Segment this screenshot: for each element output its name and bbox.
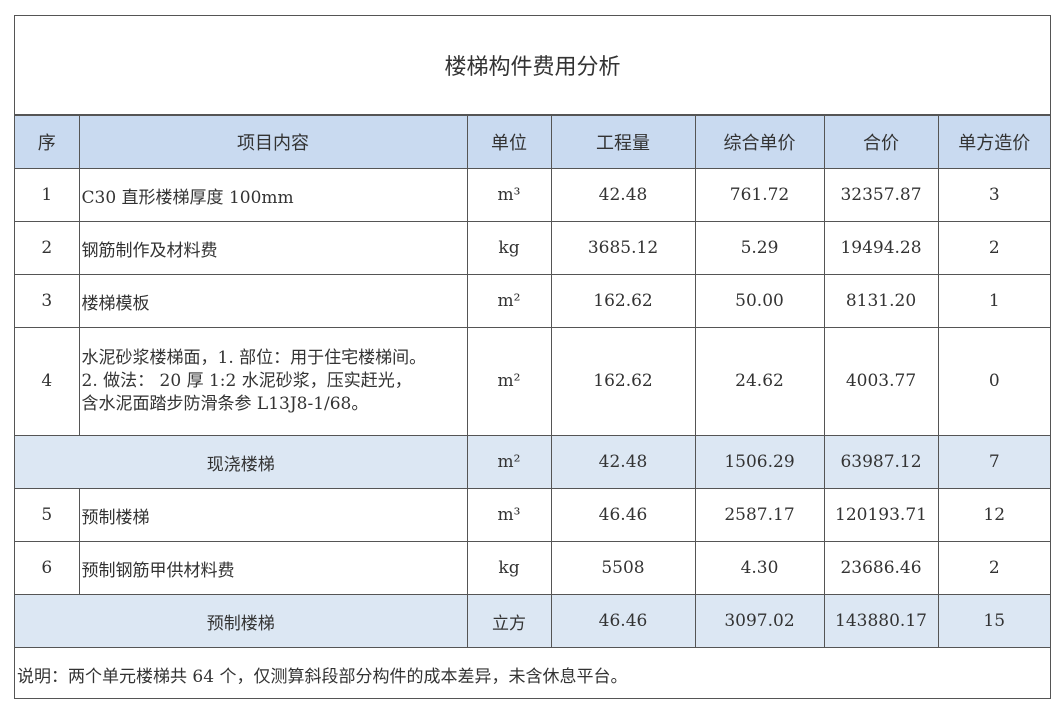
unit: m² <box>466 327 552 436</box>
unit: m² <box>466 274 552 328</box>
unit: m³ <box>466 488 552 542</box>
quantity: 46.46 <box>550 488 696 542</box>
item-description: 预制钢筋甲供材料费 <box>78 541 468 595</box>
quantity: 42.48 <box>550 168 696 222</box>
cost-per-unit: 0 <box>937 327 1050 436</box>
item-line: 水泥砂浆楼梯面，1. 部位：用于住宅楼梯间。 <box>81 348 427 369</box>
row-number: 3 <box>15 274 80 328</box>
unit: kg <box>466 221 552 275</box>
cost-table: 序项目内容 单位 工程量 综合单价 合价 单方造价 1 C30 直形楼梯厚度 100mm m³ 4… <box>15 116 1050 648</box>
total-price: 143880.17 <box>823 594 939 648</box>
unit-price: 50.00 <box>694 274 825 328</box>
cost-per-unit: 1 <box>937 274 1050 328</box>
column-header: 单方造价 <box>937 116 1050 169</box>
column-header: 项目内容 <box>78 116 468 169</box>
total-price: 32357.87 <box>823 168 939 222</box>
item-description: 楼梯模板 <box>78 274 468 328</box>
unit: kg <box>466 541 552 595</box>
total-price: 63987.12 <box>823 435 939 489</box>
unit-price: 4.30 <box>694 541 825 595</box>
cost-table-document: 楼梯构件费用分析 序项目内容 单位 工程量 综合单价 合价 单方造价 1 C30 直形楼梯厚度… <box>14 15 1051 699</box>
cost-per-unit: 12 <box>937 488 1050 542</box>
cost-per-unit: 2 <box>937 541 1050 595</box>
item-description: 钢筋制作及材料费 <box>78 221 468 275</box>
item-line: 2. 做法： 20 厚 1:2 水泥砂浆，压实赶光， <box>81 371 412 392</box>
row-number: 4 <box>15 327 80 436</box>
quantity: 5508 <box>550 541 696 595</box>
subtotal-label: 现浇楼梯 <box>15 435 468 489</box>
unit: m³ <box>466 168 552 222</box>
subtotal-row: 现浇楼梯 m² 42.48 1506.29 63987.12 7 <box>15 435 1050 489</box>
unit: m² <box>466 435 552 489</box>
quantity: 46.46 <box>550 594 696 648</box>
quantity: 162.62 <box>550 274 696 328</box>
unit: 立方 <box>466 594 552 648</box>
total-price: 8131.20 <box>823 274 939 328</box>
row-number: 6 <box>15 541 80 595</box>
footnote: 说明：两个单元楼梯共 64 个，仅测算斜段部分构件的成本差异，未含休息平台。 <box>17 667 628 687</box>
table-title: 楼梯构件费用分析 <box>15 16 1050 116</box>
item-description: C30 直形楼梯厚度 100mm <box>78 168 468 222</box>
table-row: 1 C30 直形楼梯厚度 100mm m³ 42.48 761.72 32357.87 3 <box>15 168 1050 222</box>
item-description: 水泥砂浆楼梯面，1. 部位：用于住宅楼梯间。 2. 做法： 20 厚 1:2 水泥… <box>78 327 468 436</box>
cost-per-unit: 2 <box>937 221 1050 275</box>
quantity: 3685.12 <box>550 221 696 275</box>
total-price: 19494.28 <box>823 221 939 275</box>
table-row: 6 预制钢筋甲供材料费 kg 5508 4.30 23686.46 2 <box>15 541 1050 595</box>
total-price: 23686.46 <box>823 541 939 595</box>
cost-per-unit: 15 <box>937 594 1050 648</box>
unit-price: 24.62 <box>694 327 825 436</box>
row-number: 2 <box>15 221 80 275</box>
item-description: 预制楼梯 <box>78 488 468 542</box>
column-header: 合价 <box>823 116 939 169</box>
unit-price: 2587.17 <box>694 488 825 542</box>
total-price: 4003.77 <box>823 327 939 436</box>
header-row: 序项目内容 单位 工程量 综合单价 合价 单方造价 <box>15 116 1050 169</box>
table-row: 2 钢筋制作及材料费 kg 3685.12 5.29 19494.28 2 <box>15 221 1050 275</box>
row-number: 1 <box>15 168 80 222</box>
column-header: 综合单价 <box>694 116 825 169</box>
table-row: 3 楼梯模板 m² 162.62 50.00 8131.20 1 <box>15 274 1050 328</box>
total-price: 120193.71 <box>823 488 939 542</box>
unit-price: 5.29 <box>694 221 825 275</box>
unit-price: 1506.29 <box>694 435 825 489</box>
item-line: 含水泥面踏步防滑条参 L13J8-1/68。 <box>81 393 369 414</box>
column-header: 工程量 <box>550 116 696 169</box>
unit-price: 761.72 <box>694 168 825 222</box>
table-row: 5 预制楼梯 m³ 46.46 2587.17 120193.71 12 <box>15 488 1050 542</box>
quantity: 162.62 <box>550 327 696 436</box>
cost-per-unit: 7 <box>937 435 1050 489</box>
subtotal-label: 预制楼梯 <box>15 594 468 648</box>
cost-per-unit: 3 <box>937 168 1050 222</box>
column-header: 序 <box>15 116 80 169</box>
quantity: 42.48 <box>550 435 696 489</box>
subtotal-row: 预制楼梯 立方 46.46 3097.02 143880.17 15 <box>15 594 1050 648</box>
column-header: 单位 <box>466 116 552 169</box>
unit-price: 3097.02 <box>694 594 825 648</box>
table-row: 4 水泥砂浆楼梯面，1. 部位：用于住宅楼梯间。 2. 做法： 20 厚 1:2 水… <box>15 327 1050 436</box>
row-number: 5 <box>15 488 80 542</box>
